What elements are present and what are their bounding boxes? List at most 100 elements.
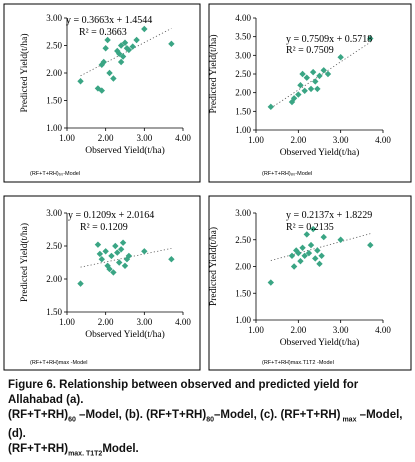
data-point <box>98 256 105 263</box>
data-point <box>337 54 344 61</box>
data-point <box>320 67 327 74</box>
x-tick-label: 4.00 <box>375 325 391 335</box>
data-point <box>102 45 109 52</box>
x-tick-label: 2.00 <box>98 133 114 143</box>
data-point <box>307 241 315 249</box>
data-point <box>133 36 140 44</box>
data-point <box>94 241 102 248</box>
data-point <box>106 265 113 273</box>
x-tick-label: 1.00 <box>248 135 264 145</box>
data-point <box>309 68 317 76</box>
y-tick-label: 1.50 <box>235 288 251 298</box>
figure-caption-text: Relationship between observed and predic… <box>8 379 403 458</box>
regression-equation: y = 0.3663x + 1.4544 <box>66 15 152 26</box>
chart-panel-4: 1.00 1.50 2.00 2.50 3.00 1.00 2.00 3.00 4.00 Obse… <box>208 195 412 371</box>
data-point <box>288 252 296 259</box>
data-point <box>114 249 121 256</box>
x-tick-label: 1.00 <box>59 133 75 143</box>
x-tick-label: 3.00 <box>333 135 349 145</box>
data-point <box>168 256 175 263</box>
data-point <box>324 70 332 78</box>
data-point <box>307 85 315 93</box>
data-point <box>267 103 275 111</box>
x-axis-title: Observed Yield(t/ha) <box>85 145 165 156</box>
r-squared-label: R² = 0.1209 <box>80 222 128 233</box>
data-point <box>104 262 111 269</box>
panel-model-caption: (RF+T+RH)₆₀-Model <box>30 171 80 177</box>
r-squared-label: R² = 0.7509 <box>286 45 334 56</box>
y-tick-label: 3.00 <box>235 208 251 218</box>
x-axis-title: Observed Yield(t/ha) <box>280 147 360 158</box>
x-tick-label: 4.00 <box>175 133 191 143</box>
x-tick-label: 2.00 <box>98 317 114 327</box>
y-tick-label: 3.00 <box>235 50 251 60</box>
data-point <box>100 58 107 66</box>
data-point <box>367 241 374 249</box>
data-point <box>141 248 148 255</box>
data-point <box>318 252 325 259</box>
data-point <box>116 259 123 266</box>
regression-equation: y = 0.7509x + 0.5718 <box>286 34 372 45</box>
r-squared-label: R² = 0.2135 <box>286 222 334 233</box>
data-point <box>77 78 84 85</box>
data-point <box>309 225 317 233</box>
data-point <box>367 35 374 42</box>
data-point <box>303 74 310 81</box>
data-point <box>297 82 304 89</box>
data-point <box>295 249 302 257</box>
data-point <box>290 263 298 270</box>
panel-model-caption: (RF+T+RH)₈₀-Model <box>262 171 312 177</box>
data-point <box>98 61 105 68</box>
data-point <box>305 249 313 257</box>
data-point <box>108 252 115 260</box>
data-point <box>117 246 125 253</box>
data-point <box>299 70 306 78</box>
trendline <box>270 41 371 109</box>
data-point <box>110 269 117 276</box>
panel-frame <box>3 195 201 371</box>
panel-frame <box>208 3 412 183</box>
y-tick-label: 2.00 <box>235 88 251 98</box>
data-point <box>301 87 308 94</box>
data-point <box>125 46 133 54</box>
x-tick-label: 4.00 <box>375 135 391 145</box>
data-point <box>299 244 306 251</box>
x-tick-label: 3.00 <box>136 133 152 143</box>
x-axis-title: Observed Yield(t/ha) <box>85 329 165 340</box>
x-axis-title: Observed Yield(t/ha) <box>280 337 360 348</box>
data-point <box>125 252 133 260</box>
data-point <box>303 231 310 238</box>
y-tick-label: 1.00 <box>235 125 251 135</box>
y-tick-label: 1.50 <box>235 106 251 116</box>
data-point <box>290 95 298 102</box>
data-point <box>312 255 319 262</box>
x-tick-label: 4.00 <box>175 317 191 327</box>
data-point <box>119 239 127 246</box>
regression-equation: y = 0.2137x + 1.8229 <box>286 210 372 221</box>
y-tick-label: 1.50 <box>46 96 62 106</box>
data-point <box>129 43 136 50</box>
chart-panel-1: 1.00 1.50 2.00 2.50 3.00 1.00 2.00 3.00 4.00 Obse… <box>3 3 201 183</box>
data-point <box>104 36 111 44</box>
panel-frame <box>3 3 201 183</box>
x-tick-label: 2.00 <box>290 135 306 145</box>
data-point <box>141 25 148 33</box>
figure-caption-label: Figure 6. <box>8 379 56 391</box>
data-point <box>117 58 125 66</box>
data-point <box>316 260 323 268</box>
data-point <box>337 236 344 243</box>
data-point <box>316 72 323 80</box>
data-point <box>168 40 175 48</box>
data-point <box>121 262 129 269</box>
data-point <box>112 242 119 250</box>
data-point <box>77 280 84 287</box>
regression-equation: y = 0.1209x + 2.0164 <box>68 210 154 221</box>
chart-panel-3: 1.50 2.00 2.50 3.00 1.00 2.00 3.00 4.00 Observed… <box>3 195 201 371</box>
figure-canvas: 1.001.502.002.503.001.00 2.00 3.00 4.00Obse… <box>3 3 412 371</box>
trendline <box>80 28 172 77</box>
y-tick-label: 3.00 <box>46 208 62 218</box>
x-tick-label: 2.00 <box>290 325 306 335</box>
y-tick-label: 1.50 <box>46 307 62 317</box>
y-axis-title: Predicted Yield(t/ha) <box>208 34 219 113</box>
data-point <box>301 252 308 259</box>
